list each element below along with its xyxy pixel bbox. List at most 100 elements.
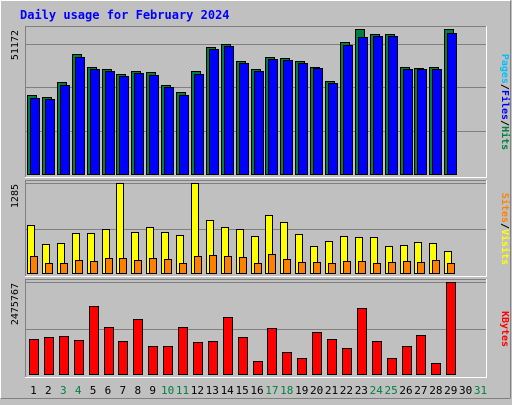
bar-sites-day-24 [373, 263, 381, 274]
x-tick-day-12: 12 [191, 384, 204, 397]
bar-sites-day-6 [105, 258, 113, 274]
x-tick-day-1: 1 [30, 384, 37, 397]
bar-files-day-1 [30, 98, 40, 175]
bar-sites-day-14 [224, 256, 232, 274]
legend-separator: / [499, 84, 510, 90]
y-max-label: 51172 [10, 30, 21, 60]
bar-files-day-9 [149, 75, 159, 175]
bar-files-day-17 [268, 59, 278, 175]
legend-sites: Sites [499, 193, 511, 223]
bar-files-day-5 [90, 69, 100, 175]
x-tick-day-23: 23 [355, 384, 368, 397]
bar-files-day-20 [313, 68, 323, 175]
bar-sites-day-13 [209, 255, 217, 274]
legend-kbytes: KBytes [499, 311, 510, 347]
bar-kbytes-day-29 [446, 282, 456, 375]
bar-sites-day-8 [134, 260, 142, 274]
bar-kbytes-day-3 [59, 336, 69, 375]
series-legend: Pages/Files/Hits [499, 54, 511, 150]
bar-files-day-15 [239, 63, 249, 175]
bar-files-day-21 [328, 83, 338, 175]
panel-1: 51172 Pages/Files/Hits [10, 26, 511, 178]
x-tick-day-25: 25 [385, 384, 398, 397]
bar-files-day-18 [283, 60, 293, 175]
bar-files-day-23 [358, 37, 368, 175]
bar-files-day-6 [105, 71, 115, 175]
bar-kbytes-day-22 [342, 348, 352, 375]
bar-sites-day-19 [298, 262, 306, 274]
x-tick-day-29: 29 [444, 384, 457, 397]
bar-kbytes-day-8 [133, 319, 143, 375]
bar-sites-day-7 [119, 258, 127, 274]
y-max-label: 1285 [10, 184, 21, 208]
bar-files-day-28 [432, 69, 442, 175]
x-tick-day-16: 16 [250, 384, 263, 397]
bar-files-day-29 [447, 33, 457, 175]
panel-2: 1285 Sites/Visits [10, 180, 511, 277]
x-tick-day-30: 30 [459, 384, 472, 397]
x-tick-day-21: 21 [325, 384, 338, 397]
bar-sites-day-16 [254, 263, 262, 274]
bar-sites-day-29 [447, 263, 455, 274]
bar-sites-day-23 [358, 261, 366, 274]
x-tick-day-2: 2 [45, 384, 52, 397]
bar-sites-day-22 [343, 261, 351, 274]
bar-files-day-16 [254, 71, 264, 175]
bar-sites-day-11 [179, 263, 187, 274]
bar-files-day-3 [60, 85, 70, 175]
bar-kbytes-day-27 [416, 335, 426, 375]
bar-sites-day-20 [313, 262, 321, 274]
bar-files-day-24 [373, 36, 383, 175]
bar-files-day-26 [403, 69, 413, 175]
bar-files-day-8 [134, 73, 144, 175]
bar-sites-day-25 [388, 262, 396, 274]
bar-sites-day-15 [239, 257, 247, 274]
x-axis-tick-labels: 1 2 3 4 5 6 7 8 9 10 11 12 13 14 15 16 17 18 19 20 21 22 23 24 2… [30, 384, 487, 397]
bar-files-day-14 [224, 46, 234, 175]
bar-files-day-7 [119, 76, 129, 175]
bar-kbytes-day-17 [267, 328, 277, 375]
bar-kbytes-day-10 [163, 346, 173, 375]
legend-visits: Visits [499, 229, 511, 265]
bar-kbytes-day-12 [193, 342, 203, 375]
bar-sites-day-17 [268, 254, 276, 274]
bar-kbytes-day-14 [223, 317, 233, 375]
chart-title: Daily usage for February 2024 [20, 8, 230, 22]
bar-sites-day-18 [283, 259, 291, 274]
bar-kbytes-day-26 [402, 346, 412, 375]
y-max-label: 2475767 [10, 283, 21, 325]
x-tick-day-31: 31 [474, 384, 487, 397]
chart-panels: 51172 Pages/Files/Hits 1285 Sites / Visits 247… [10, 26, 511, 378]
bar-kbytes-day-9 [148, 346, 158, 375]
bar-kbytes-day-16 [253, 361, 263, 375]
x-tick-day-11: 11 [176, 384, 189, 397]
bar-sites-day-28 [432, 260, 440, 274]
bar-files-day-27 [417, 69, 427, 175]
bar-files-day-25 [388, 36, 398, 175]
bar-files-day-11 [179, 95, 189, 175]
x-tick-day-3: 3 [60, 384, 67, 397]
bar-files-day-2 [45, 99, 55, 175]
bar-files-day-19 [298, 63, 308, 175]
bar-sites-day-27 [417, 262, 425, 274]
x-tick-day-18: 18 [280, 384, 293, 397]
bar-sites-day-9 [149, 258, 157, 274]
x-tick-day-13: 13 [206, 384, 219, 397]
legend-separator: / [499, 120, 510, 126]
bar-kbytes-day-25 [387, 358, 397, 375]
bar-files-day-22 [343, 45, 353, 175]
legend-pages: Pages [499, 54, 510, 84]
panel-3: 2475767 KBytes [10, 279, 510, 378]
bar-kbytes-day-21 [327, 339, 337, 375]
x-tick-day-4: 4 [75, 384, 82, 397]
x-tick-day-28: 28 [429, 384, 442, 397]
x-tick-day-8: 8 [134, 384, 141, 397]
bar-files-day-4 [75, 57, 85, 175]
series-legend: KBytes [499, 311, 510, 347]
bar-kbytes-day-2 [44, 337, 54, 375]
bar-kbytes-day-20 [312, 332, 322, 375]
bar-sites-day-10 [164, 259, 172, 274]
bar-kbytes-day-13 [208, 341, 218, 375]
bar-kbytes-day-18 [282, 352, 292, 375]
